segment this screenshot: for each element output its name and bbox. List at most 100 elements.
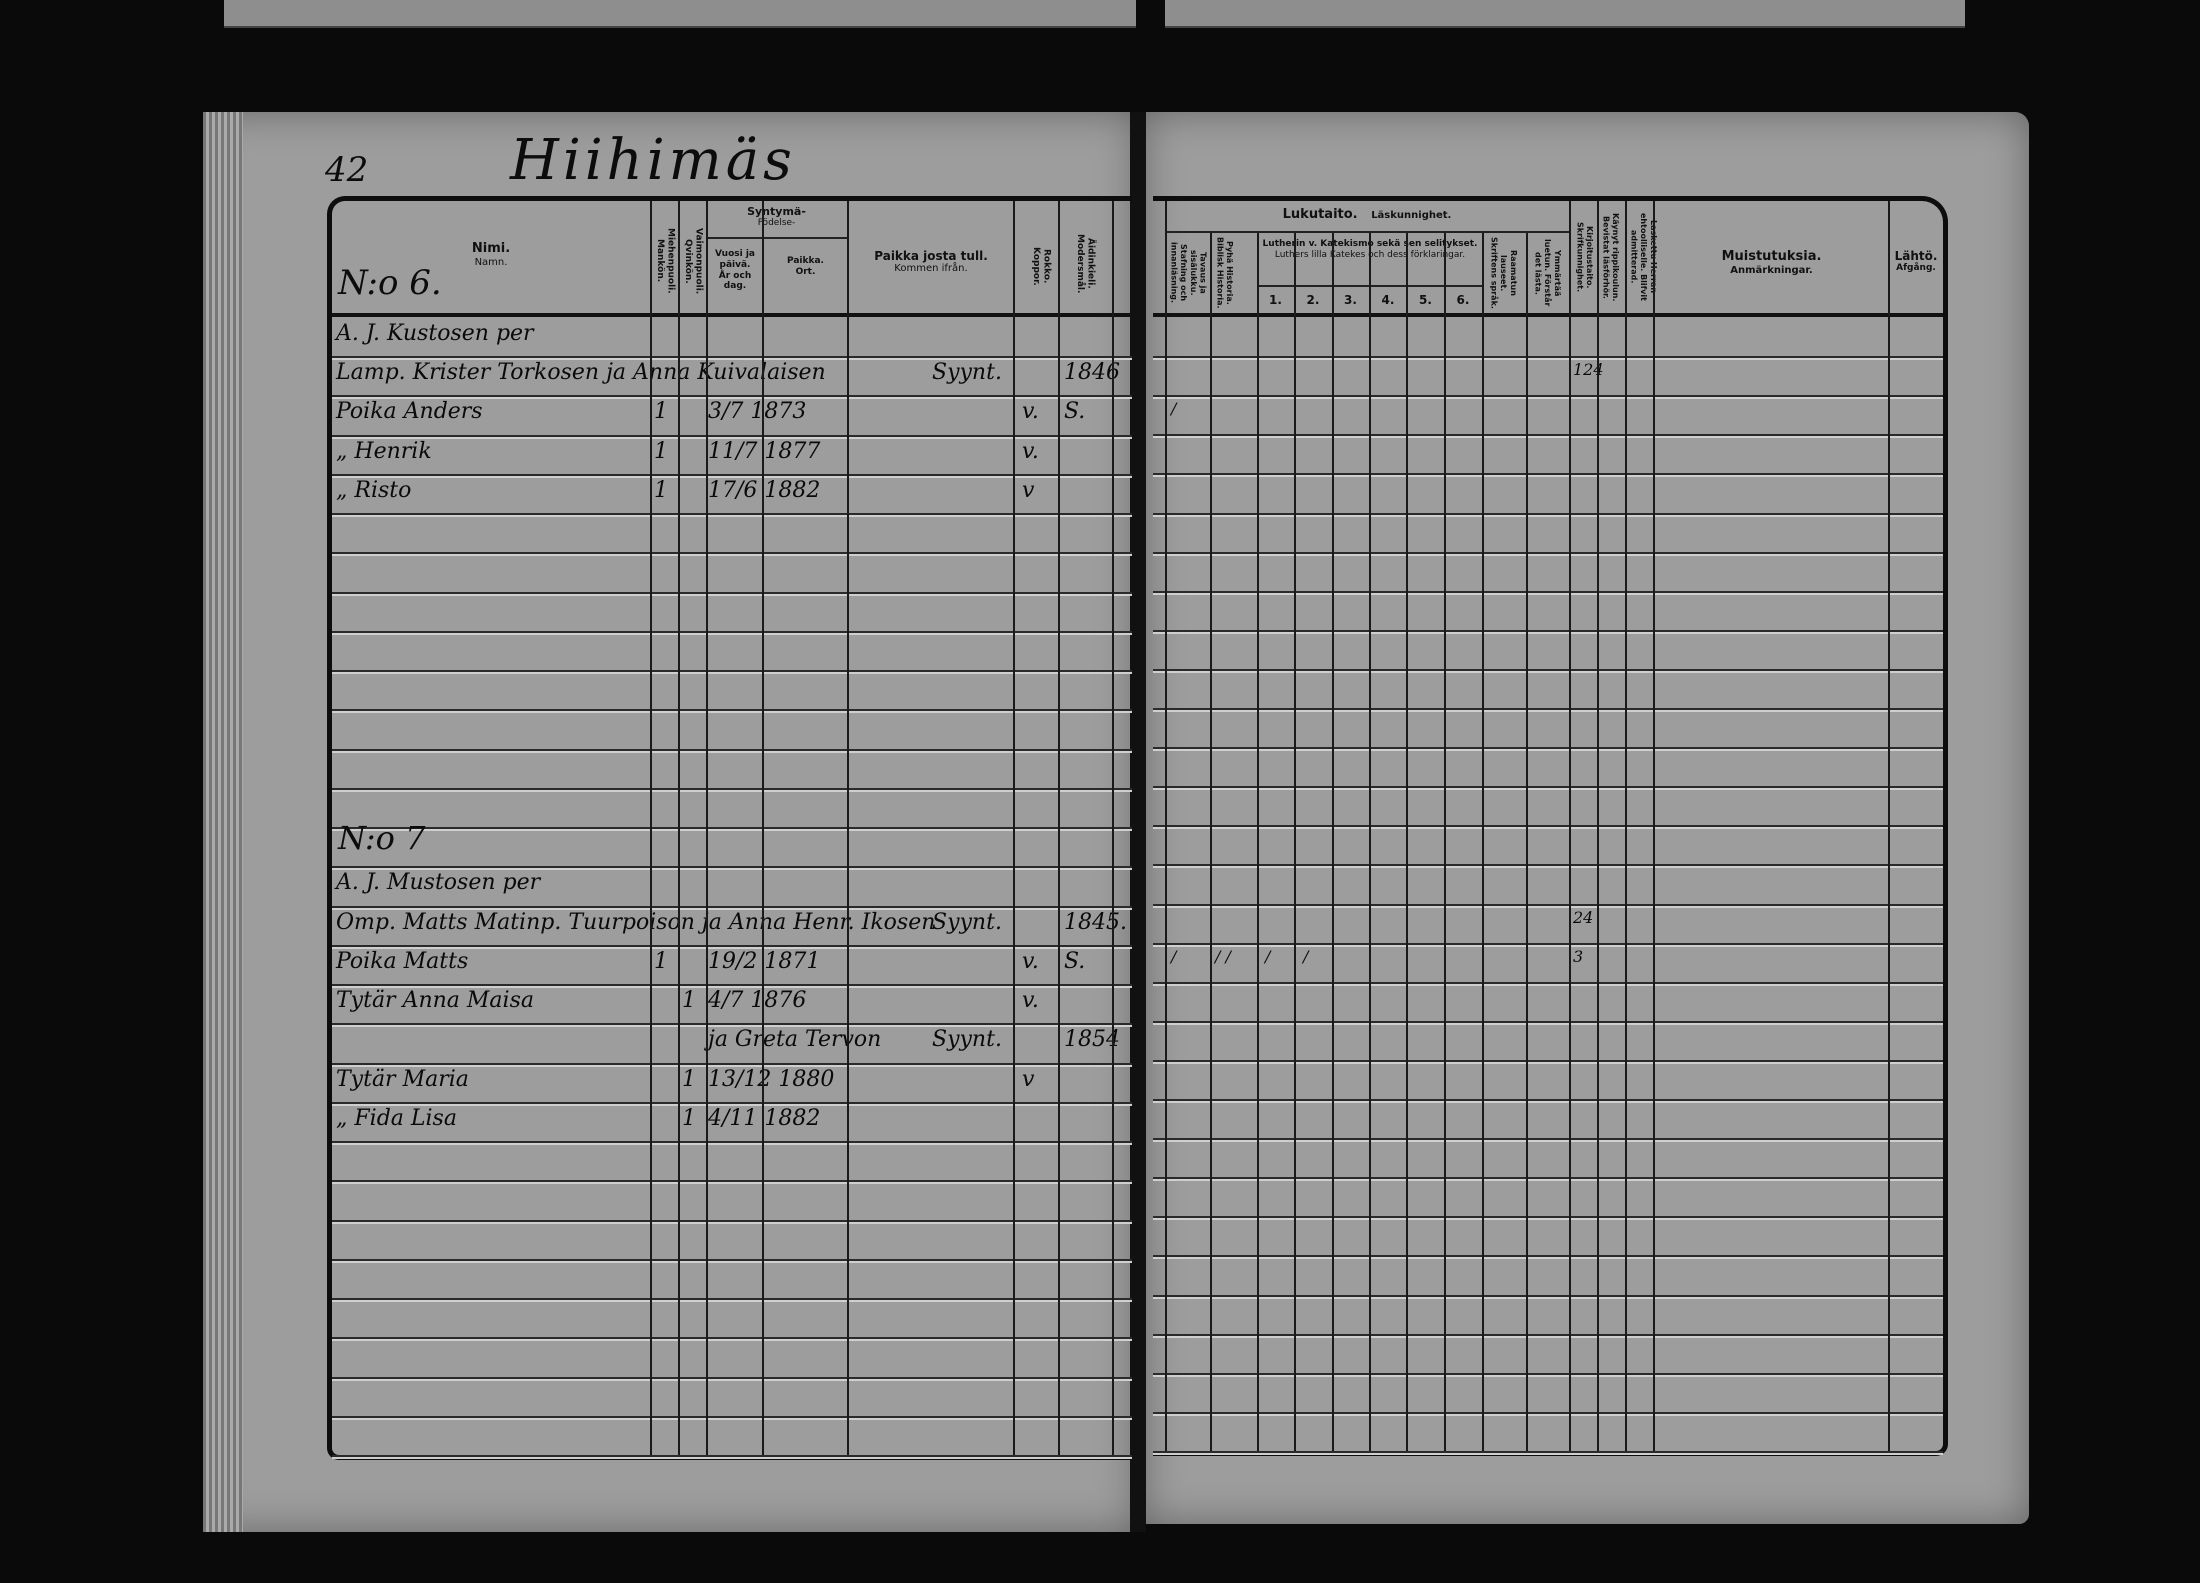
cell-birth-date: 19/2 1871 xyxy=(708,948,821,974)
left-page xyxy=(203,112,1137,1532)
cell-vaccinated: v xyxy=(1022,477,1035,503)
cell-male: 1 xyxy=(654,948,668,974)
header-birth-place-fi: Paikka. xyxy=(787,256,824,266)
cell-male: 1 xyxy=(654,399,668,425)
column-line xyxy=(1625,201,1627,1451)
column-line xyxy=(1406,233,1408,1451)
table-row xyxy=(1153,1412,1943,1453)
header-birth: Syntymä- Födelse- xyxy=(706,205,847,229)
mark-spelling: / xyxy=(1171,399,1177,419)
table-row: Tytär Maria 1 13/12 1880 v xyxy=(332,1063,1132,1104)
column-line xyxy=(1294,233,1296,1451)
table-row xyxy=(1153,864,1943,906)
table-row: / / / / / 3 xyxy=(1153,943,1943,984)
cell-language: 1854 xyxy=(1064,1027,1120,1053)
table-row xyxy=(1153,1334,1943,1375)
cell-from: Syynt. xyxy=(932,360,1002,386)
table-row: Poika Matts 1 19/2 1871 v. S. xyxy=(332,945,1132,987)
table-row xyxy=(332,709,1132,751)
mark-bible-history: / / xyxy=(1215,946,1231,966)
table-row xyxy=(1153,1177,1943,1219)
mark-confirmation: 24 xyxy=(1573,907,1594,927)
birth-subdivider xyxy=(706,237,847,239)
mark-confirmation: 3 xyxy=(1573,946,1584,966)
cell-name: Poika Matts xyxy=(336,948,469,974)
cell-birth-date: 11/7 1877 xyxy=(708,438,821,464)
cell-birth-date: 4/7 1876 xyxy=(708,988,807,1014)
column-line xyxy=(1112,201,1114,1455)
table-row: „ Risto 1 17/6 1882 v xyxy=(332,474,1132,516)
column-line xyxy=(1888,201,1890,1451)
table-row: Tytär Anna Maisa 1 4/7 1876 v. xyxy=(332,984,1132,1026)
cell-name: „ Fida Lisa xyxy=(336,1105,457,1131)
header-remarks-sv: Anmärkningar. xyxy=(1730,264,1813,276)
header-name: Nimi. Namn. xyxy=(332,241,650,269)
header-birth-place-sv: Ort. xyxy=(795,266,816,277)
column-line xyxy=(1013,201,1015,1455)
column-line xyxy=(1482,233,1484,1451)
header-literacy: Lukutaito. Läskunnighet. xyxy=(1165,207,1569,223)
header-bible-history: Pyhä Historia. Biblisk Historia. xyxy=(1215,237,1235,309)
header-remarks-fi: Muistutuksia. xyxy=(1721,249,1822,264)
table-row xyxy=(332,1180,1132,1222)
cell-language: 1845. xyxy=(1064,909,1127,935)
header-departure: Lähtö. Afgång. xyxy=(1890,249,1942,274)
left-header: Nimi. Namn. Miehenpuoli. Mankön. Vaimonpu… xyxy=(332,201,1132,317)
header-literacy-fi: Lukutaito. xyxy=(1282,207,1358,222)
cell-name: Lamp. Krister Torkosen ja Anna Kuivalais… xyxy=(336,360,826,386)
cell-vaccinated: v. xyxy=(1022,948,1039,974)
table-row xyxy=(332,592,1132,633)
right-header: Lukutaito. Läskunnighet. Tavaus ja sisäl… xyxy=(1153,201,1943,317)
header-part-3: 3. xyxy=(1344,293,1357,307)
table-row xyxy=(1153,591,1943,632)
column-line xyxy=(706,201,708,1455)
header-part-5: 5. xyxy=(1419,293,1432,307)
header-birth-date-fi: Vuosi ja päivä. xyxy=(715,249,755,270)
cell-female: 1 xyxy=(682,1066,696,1092)
right-register-table: Lukutaito. Läskunnighet. Tavaus ja sisäl… xyxy=(1153,196,1948,1456)
table-row xyxy=(1153,825,1943,867)
cell-name: Omp. Matts Matinp. Tuurpoison ja Anna He… xyxy=(336,909,936,935)
table-row: 24 xyxy=(1153,904,1943,945)
header-part-6: 6. xyxy=(1456,293,1470,307)
header-female: Vaimonpuoli. Qvinkön. xyxy=(682,227,704,295)
previous-page-edge-left xyxy=(224,0,1136,28)
table-row xyxy=(1153,317,1943,359)
cell-vaccinated: v. xyxy=(1022,399,1039,425)
header-part-4: 4. xyxy=(1381,293,1395,307)
cell-vaccinated: v. xyxy=(1022,988,1039,1014)
cell-name: Tytär Maria xyxy=(336,1066,469,1092)
cell-male: 1 xyxy=(654,477,668,503)
header-part-1: 1. xyxy=(1269,293,1282,307)
cell-birth-date: ja Greta Tervon xyxy=(708,1027,882,1053)
table-row xyxy=(332,631,1132,673)
table-row xyxy=(1153,1255,1943,1297)
cell-name: „ Henrik xyxy=(336,438,432,464)
header-remarks: Muistutuksia. Anmärkningar. xyxy=(1655,249,1888,277)
table-row: ja Greta Tervon Syynt. 1854 xyxy=(332,1023,1132,1065)
table-row xyxy=(332,1141,1132,1183)
table-row xyxy=(1153,1216,1943,1258)
table-row xyxy=(1153,552,1943,593)
table-row xyxy=(332,670,1132,712)
column-line xyxy=(762,201,764,1455)
table-row xyxy=(332,1220,1132,1261)
table-row xyxy=(1153,669,1943,711)
mark-spelling: / xyxy=(1171,946,1177,966)
cell-vaccinated: v. xyxy=(1022,438,1039,464)
header-name-fi: Nimi. xyxy=(471,241,511,256)
left-register-table: Nimi. Namn. Miehenpuoli. Mankön. Vaimonpu… xyxy=(327,196,1132,1460)
header-name-sv: Namn. xyxy=(474,256,508,268)
cell-name: Tytär Anna Maisa xyxy=(336,988,534,1014)
column-line xyxy=(1058,201,1060,1455)
header-literacy-sv: Läskunnighet. xyxy=(1371,210,1452,221)
table-row: A. J. Mustosen per xyxy=(332,866,1132,908)
literacy-subdivider xyxy=(1165,231,1569,233)
table-row: Omp. Matts Matinp. Tuurpoison ja Anna He… xyxy=(332,906,1132,947)
table-row xyxy=(1153,473,1943,515)
mark-p1: / xyxy=(1265,946,1271,966)
cell-from: Syynt. xyxy=(932,1027,1002,1053)
cell-female: 1 xyxy=(682,988,696,1014)
header-departure-sv: Afgång. xyxy=(1896,263,1936,274)
header-birth-place: Paikka. Ort. xyxy=(764,256,847,278)
